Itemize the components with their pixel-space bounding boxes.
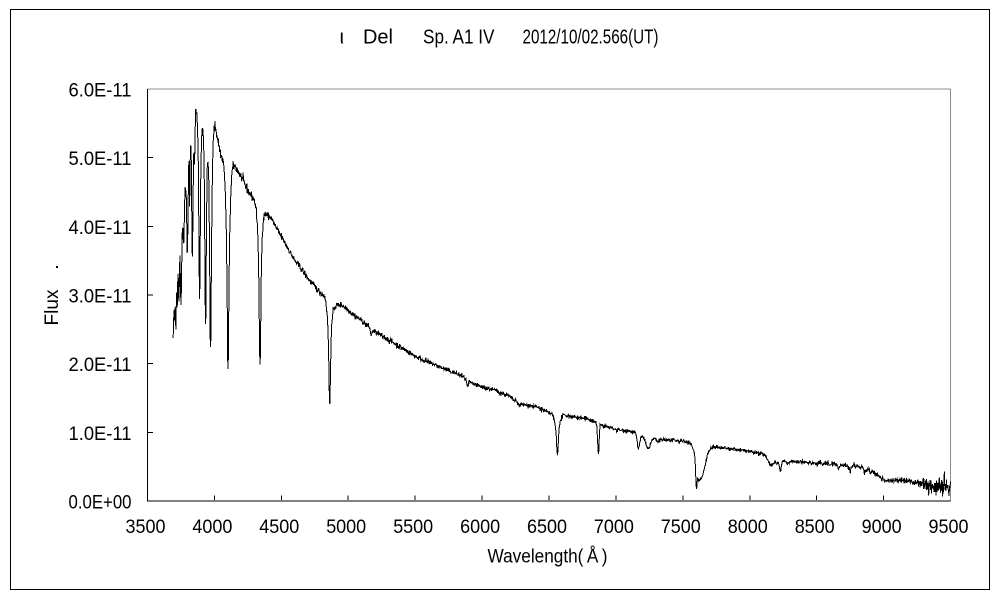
svg-text:5500: 5500 bbox=[393, 517, 433, 538]
svg-text:9000: 9000 bbox=[862, 517, 902, 538]
svg-text:7500: 7500 bbox=[661, 517, 701, 538]
svg-text:6500: 6500 bbox=[527, 517, 567, 538]
svg-text:8500: 8500 bbox=[795, 517, 835, 538]
svg-text:2012/10/02.566(UT): 2012/10/02.566(UT) bbox=[523, 27, 659, 49]
svg-text:Del: Del bbox=[363, 27, 393, 49]
svg-text:3500: 3500 bbox=[126, 517, 166, 538]
svg-text:5.0E-11: 5.0E-11 bbox=[69, 149, 132, 170]
svg-text:6.0E-11: 6.0E-11 bbox=[69, 81, 132, 102]
svg-text:8000: 8000 bbox=[728, 517, 768, 538]
svg-text:Wavelength( Å ): Wavelength( Å ) bbox=[488, 547, 608, 568]
svg-text:4.0E-11: 4.0E-11 bbox=[69, 218, 132, 239]
svg-text:4000: 4000 bbox=[192, 517, 232, 538]
svg-text:6000: 6000 bbox=[460, 517, 500, 538]
svg-text:4500: 4500 bbox=[259, 517, 299, 538]
svg-text:2.0E-11: 2.0E-11 bbox=[69, 355, 132, 376]
svg-text:0.0E+00: 0.0E+00 bbox=[69, 493, 132, 514]
svg-text:Sp. A1 IV: Sp. A1 IV bbox=[423, 27, 495, 49]
svg-text:1.0E-11: 1.0E-11 bbox=[69, 424, 132, 445]
svg-text:5000: 5000 bbox=[326, 517, 366, 538]
svg-text:Flux: Flux bbox=[42, 289, 63, 325]
svg-text:9500: 9500 bbox=[929, 517, 969, 538]
svg-text:7000: 7000 bbox=[594, 517, 634, 538]
svg-text:ι: ι bbox=[340, 27, 344, 49]
svg-text:3.0E-11: 3.0E-11 bbox=[69, 287, 132, 308]
